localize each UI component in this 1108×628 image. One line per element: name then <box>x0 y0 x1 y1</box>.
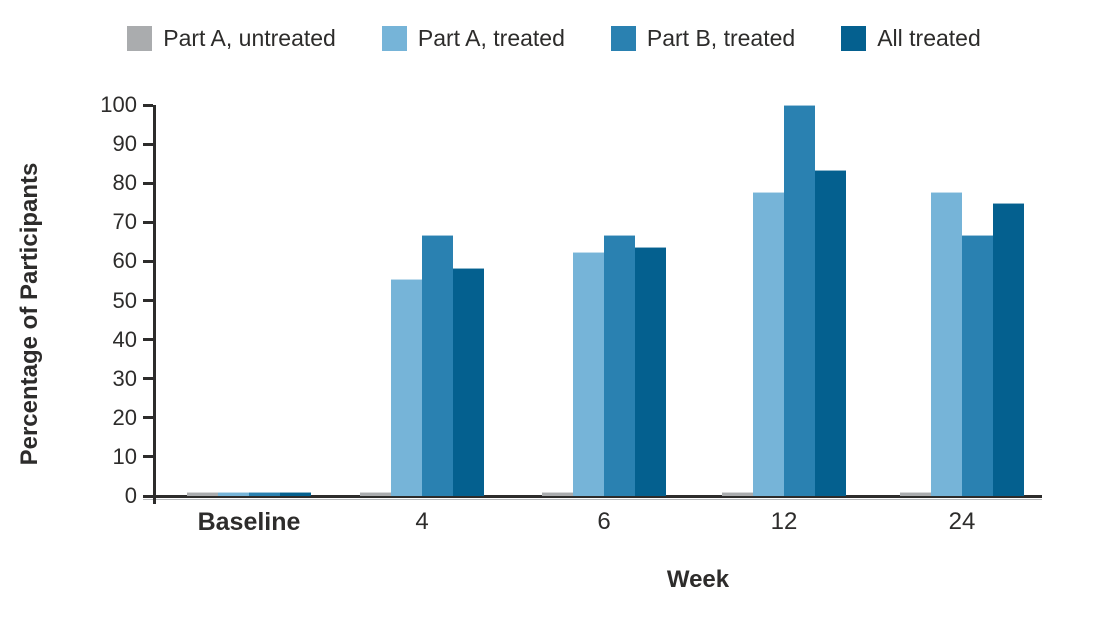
bar <box>635 247 666 496</box>
bar <box>218 492 249 496</box>
bar <box>900 492 931 496</box>
y-tick-label: 90 <box>112 131 137 157</box>
bar <box>422 235 453 496</box>
bar-group-6 <box>542 105 666 496</box>
bar <box>993 202 1024 496</box>
legend-label: All treated <box>877 25 981 51</box>
x-category-label: 6 <box>597 508 611 535</box>
y-axis-tick <box>143 220 153 224</box>
y-tick-label: 50 <box>112 287 137 313</box>
legend-label: Part A, treated <box>417 25 565 51</box>
y-axis-tick <box>143 103 153 107</box>
legend-item: Part B, treated <box>610 25 796 51</box>
bar <box>931 191 962 496</box>
legend-label: Part B, treated <box>646 25 796 51</box>
x-category-label: 4 <box>415 508 429 535</box>
y-axis-tick <box>143 455 153 459</box>
bar-group-4 <box>360 105 484 496</box>
bar <box>187 492 218 496</box>
bar <box>962 235 993 496</box>
bar-group-12 <box>722 105 846 496</box>
y-axis-title: Percentage of Participants <box>16 162 43 466</box>
legend-swatch-icon <box>610 26 636 51</box>
x-category-label: 24 <box>948 508 976 535</box>
y-axis-tick <box>143 416 153 420</box>
y-axis-line <box>153 105 156 504</box>
y-axis-tick <box>143 299 153 302</box>
bar <box>453 268 484 496</box>
bar <box>604 235 635 496</box>
bar <box>280 492 311 496</box>
legend-item: All treated <box>841 26 981 51</box>
bar <box>784 105 815 496</box>
y-tick-label: 60 <box>112 248 137 274</box>
y-tick-label: 0 <box>124 483 137 508</box>
y-tick-label: 40 <box>112 326 137 352</box>
bar <box>753 191 784 496</box>
x-axis-title: Week <box>666 566 730 593</box>
y-tick-label: 30 <box>112 365 137 391</box>
legend-swatch-icon <box>841 26 867 51</box>
legend-swatch-icon <box>127 26 153 51</box>
legend-item: Part A, treated <box>381 25 565 51</box>
bar <box>360 492 391 496</box>
legend-item: Part A, untreated <box>127 26 336 51</box>
x-category-label: Baseline <box>197 508 301 536</box>
y-tick-label: 80 <box>112 170 137 196</box>
bar-group-baseline <box>187 105 311 496</box>
y-axis-tick <box>143 338 153 342</box>
bar <box>249 492 280 496</box>
y-tick-label: 20 <box>112 404 137 430</box>
y-tick-label: 100 <box>100 92 137 117</box>
bar-group-24 <box>900 105 1024 496</box>
y-tick-label: 10 <box>112 443 137 469</box>
bar <box>542 492 573 496</box>
y-axis-tick <box>143 142 153 146</box>
y-axis-tick <box>143 259 153 263</box>
x-axis-line <box>143 495 1042 498</box>
bar <box>391 278 422 496</box>
legend-swatch-icon <box>381 26 407 51</box>
y-axis-tick <box>143 494 153 498</box>
bar <box>573 251 604 496</box>
y-axis-tick <box>143 377 153 381</box>
y-tick-label: 70 <box>112 209 137 235</box>
bar <box>815 170 846 496</box>
legend-label: Part A, untreated <box>163 25 336 51</box>
x-axis-shadow-line <box>143 499 1042 500</box>
y-axis-tick <box>143 181 153 185</box>
x-category-label: 12 <box>770 508 798 535</box>
y-axis-zero-tick <box>153 496 156 504</box>
chart-legend: Part A, untreated Part A, treated Part B, … <box>0 26 1108 51</box>
bar <box>722 492 753 496</box>
